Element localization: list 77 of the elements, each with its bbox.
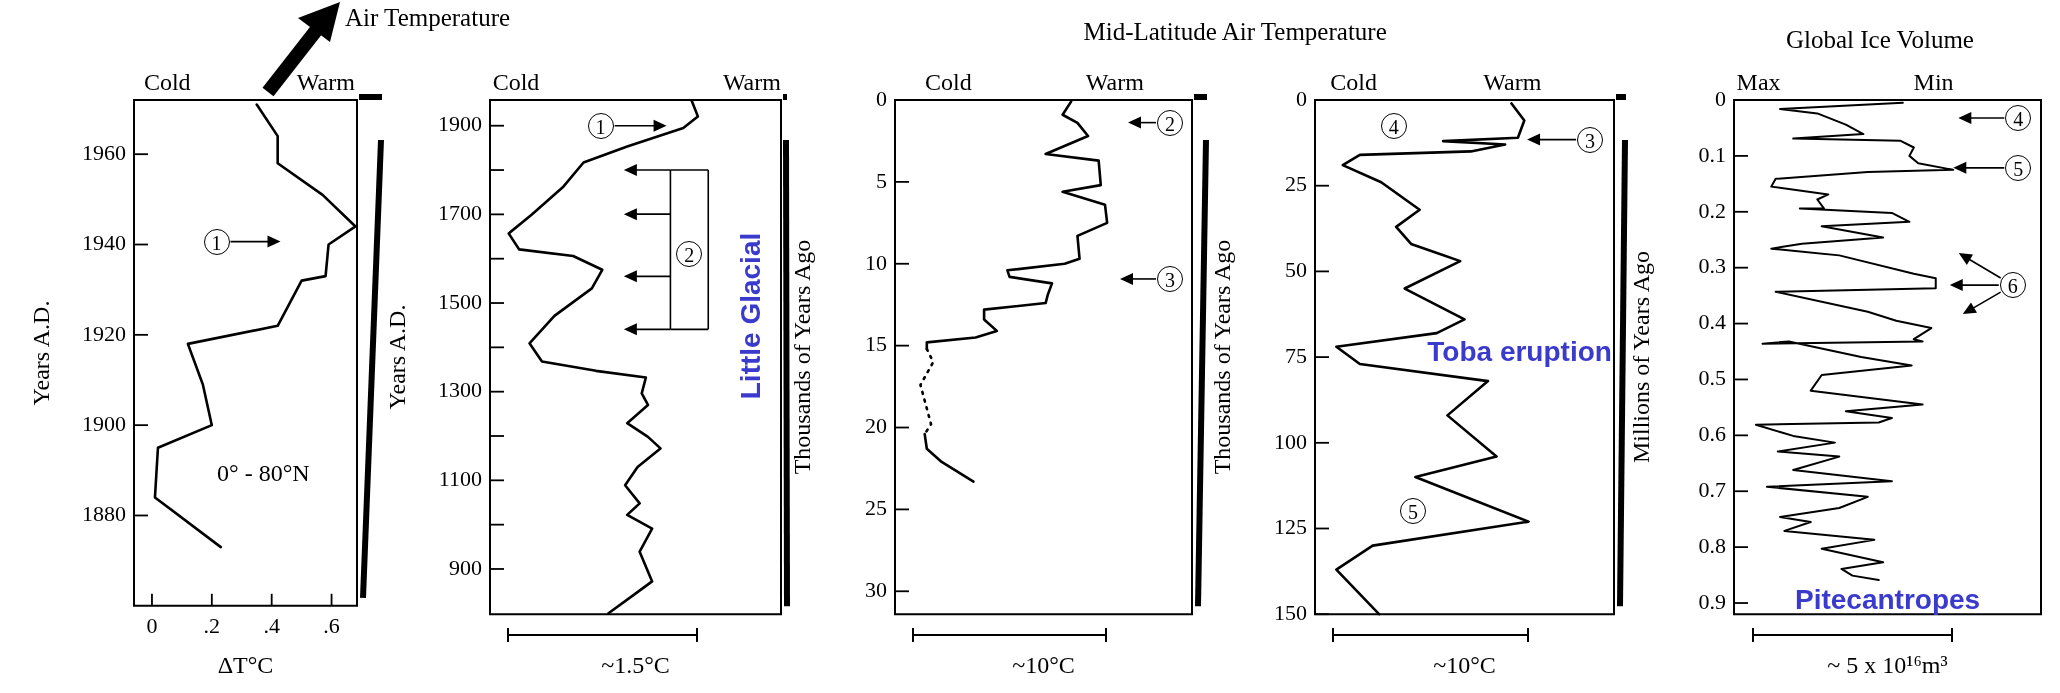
y-axis-title: Thousands of Years Ago <box>788 239 815 475</box>
y-tick-label: 0.2 <box>1698 197 1726 223</box>
y-tick-label: 1300 <box>438 377 482 403</box>
y-tick-label: 0.8 <box>1698 532 1726 558</box>
y-tick-label: 25 <box>865 495 887 521</box>
y-tick-label: 1900 <box>82 410 126 436</box>
y-tick-label: 125 <box>1274 514 1307 540</box>
y-tick-label: 0.3 <box>1698 253 1726 279</box>
text: Warm <box>296 69 355 95</box>
x-tick-label: 0 <box>146 612 158 638</box>
x-axis-title: ~10°C <box>1012 651 1075 678</box>
y-tick-label: 1960 <box>82 139 126 165</box>
text: Max <box>1736 69 1781 95</box>
y-tick-label: 1700 <box>438 200 482 226</box>
y-axis-title: Thousands of Years Ago <box>1208 239 1235 475</box>
y-tick-label: 1920 <box>82 320 126 346</box>
chart-title: Global Ice Volume <box>1786 26 1974 54</box>
text: Cold <box>492 69 540 95</box>
annotation: 1 <box>203 228 230 255</box>
y-tick-label: 0.7 <box>1698 477 1726 503</box>
x-axis-title: ΔT°C <box>217 651 274 678</box>
text: Warm <box>722 69 781 95</box>
y-axis-title: Years A.D. <box>27 300 54 406</box>
y-tick-label: 10 <box>865 249 887 275</box>
text: 0° - 80°N <box>217 459 310 486</box>
y-tick-label: 1940 <box>82 230 126 256</box>
y-axis-title: Years A.D. <box>383 304 410 410</box>
y-axis-title: Millions of Years Ago <box>1628 251 1655 464</box>
text: 5 <box>2005 154 2032 181</box>
y-tick-label: 75 <box>1285 342 1307 368</box>
annotation: 1 <box>587 112 614 139</box>
y-tick-label: 20 <box>865 413 887 439</box>
y-tick-label: 0.5 <box>1698 365 1726 391</box>
y-tick-label: 30 <box>865 577 887 603</box>
text: 6 <box>1999 272 2026 299</box>
annotation: Pitecantropes <box>1795 583 1981 615</box>
text: Min <box>1913 69 1954 95</box>
text: Warm <box>1085 69 1144 95</box>
y-tick-label: 25 <box>1285 171 1307 197</box>
y-tick-label: 0 <box>1296 85 1307 111</box>
y-tick-label: 1100 <box>438 466 482 492</box>
y-tick-label: 100 <box>1274 428 1307 454</box>
y-tick-label: 5 <box>876 167 887 193</box>
annotation: 2 <box>676 241 703 268</box>
text: Cold <box>1330 69 1378 95</box>
y-tick-label: 900 <box>449 554 482 580</box>
x-tick-label: .6 <box>323 612 340 638</box>
text: 2 <box>1157 109 1184 136</box>
text: Air Temperature <box>345 4 511 32</box>
y-tick-label: 0.9 <box>1698 588 1726 614</box>
y-tick-label: 0.6 <box>1698 421 1726 447</box>
x-axis-title: ~ 5 x 10¹⁶m³ <box>1827 651 1948 678</box>
y-tick-label: 0 <box>1715 85 1726 111</box>
y-tick-label: 50 <box>1285 257 1307 283</box>
text: 3 <box>1577 126 1604 153</box>
x-tick-label: .4 <box>263 612 280 638</box>
text: Little Glacial <box>735 232 767 400</box>
text: Mid-Latitude Air Temperature <box>1083 18 1387 46</box>
y-tick-label: 0.1 <box>1698 141 1726 167</box>
annotation: 4 <box>1380 112 1407 139</box>
text: Cold <box>143 69 191 95</box>
annotation: 5 <box>1400 498 1427 525</box>
y-tick-label: 0.4 <box>1698 309 1726 335</box>
y-tick-label: 150 <box>1274 599 1307 625</box>
x-tick-label: .2 <box>203 612 221 638</box>
y-tick-label: 1880 <box>82 501 126 527</box>
annotation: Toba eruption <box>1427 335 1612 367</box>
y-tick-label: 1900 <box>438 111 482 137</box>
text: Warm <box>1483 69 1542 95</box>
y-tick-label: 1500 <box>438 288 482 314</box>
text: Cold <box>924 69 972 95</box>
x-axis-title: ~1.5°C <box>601 651 670 678</box>
text: 4 <box>2005 104 2032 131</box>
x-axis-title: ~10°C <box>1433 651 1496 678</box>
text: 3 <box>1157 265 1184 292</box>
y-tick-label: 0 <box>876 85 887 111</box>
y-tick-label: 15 <box>865 331 887 357</box>
